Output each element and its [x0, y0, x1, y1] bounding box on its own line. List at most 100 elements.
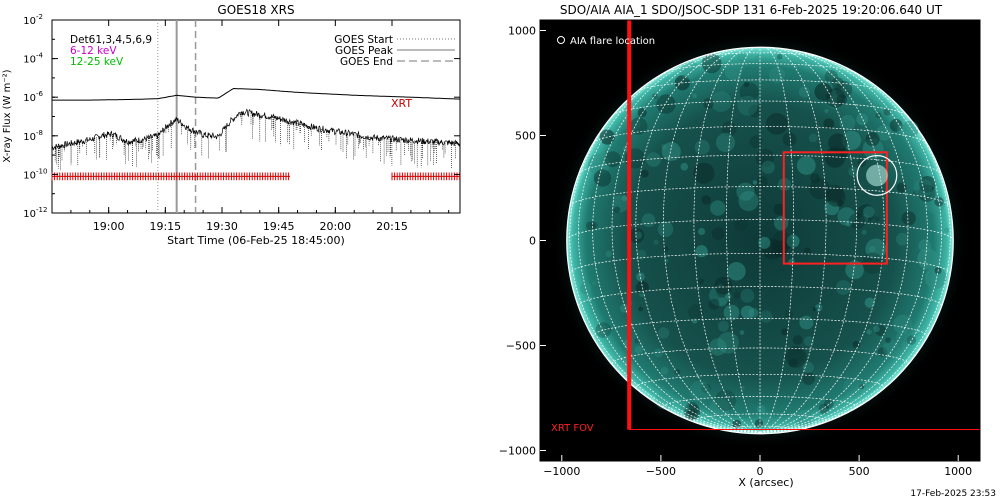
solar-texture: [634, 345, 643, 354]
solar-texture: [711, 227, 725, 241]
solar-texture: [680, 403, 690, 413]
solar-texture: [823, 118, 835, 129]
solar-texture: [680, 162, 689, 171]
solar-texture: [703, 98, 714, 109]
solar-texture: [839, 115, 856, 131]
goes-x-tick-label: 19:30: [206, 220, 238, 233]
solar-texture: [637, 108, 647, 118]
legend-goes-start: GOES Start: [334, 34, 393, 46]
solar-texture: [733, 291, 742, 299]
solar-texture: [634, 338, 640, 344]
solar-texture: [754, 419, 764, 428]
solar-texture: [857, 204, 875, 222]
solar-texture: [818, 403, 830, 415]
goes-x-tick-label: 19:15: [149, 220, 181, 233]
solar-texture: [824, 147, 845, 168]
goes-series-line-1: [51, 108, 461, 151]
solar-texture: [825, 88, 846, 108]
solar-texture: [597, 160, 605, 169]
solar-texture: [836, 199, 844, 207]
solar-texture: [885, 337, 891, 344]
solar-texture: [756, 176, 768, 188]
aia-y-tick-label: −500: [506, 340, 536, 353]
solar-texture: [882, 340, 900, 358]
xrt-annotation: XRT: [391, 97, 412, 110]
solar-texture: [595, 322, 612, 338]
solar-texture: [809, 178, 830, 200]
longitude-line: [635, 48, 761, 433]
solar-texture: [636, 272, 645, 282]
longitude-line: [726, 47, 761, 433]
solar-texture: [717, 332, 739, 354]
solar-texture: [802, 361, 814, 374]
solar-texture: [912, 190, 919, 196]
goes-y-tick-exponent: -10: [36, 167, 47, 175]
solar-texture: [605, 250, 612, 258]
solar-texture: [782, 132, 797, 147]
solar-texture: [738, 191, 759, 212]
aia-y-tick-label: −1000: [499, 445, 536, 458]
solar-texture: [835, 280, 851, 295]
goes-axes: 19:00 19:15 19:30 19:45 20:00 20:1510-210-410…: [23, 13, 460, 233]
solar-texture: [593, 169, 612, 187]
solar-texture: [828, 133, 848, 153]
solar-texture: [756, 405, 766, 414]
longitude-line: [759, 47, 794, 433]
solar-texture: [826, 187, 846, 207]
solar-texture: [861, 229, 867, 235]
solar-texture: [714, 389, 737, 411]
longitude-line: [759, 47, 857, 433]
solar-texture: [653, 239, 659, 245]
solar-texture: [658, 327, 670, 339]
solar-texture: [809, 133, 818, 143]
solar-texture: [717, 297, 727, 307]
solar-texture: [752, 180, 758, 185]
solar-texture: [868, 245, 876, 253]
goes-x-tick-label: 20:15: [376, 220, 408, 233]
solar-texture: [736, 182, 755, 201]
solar-texture: [660, 366, 669, 375]
solar-texture: [785, 346, 807, 368]
solar-texture: [856, 113, 869, 126]
solar-texture: [824, 108, 829, 114]
solar-texture: [934, 197, 944, 207]
solar-texture: [656, 94, 676, 114]
solar-texture: [591, 280, 597, 286]
solar-texture: [784, 309, 794, 319]
longitude-line: [578, 55, 761, 433]
goes-y-axis-label: X-ray Flux (W m⁻²): [2, 69, 13, 162]
solar-texture: [862, 138, 884, 160]
solar-texture: [876, 125, 892, 141]
solar-texture: [842, 378, 863, 399]
solar-texture: [865, 132, 880, 147]
solar-texture: [796, 156, 816, 175]
goes-x-tick-label: 20:00: [319, 220, 351, 233]
solar-texture: [795, 409, 813, 427]
goes-y-tick-exponent: -4: [36, 52, 44, 60]
solar-texture: [670, 388, 676, 393]
solar-texture: [873, 325, 880, 333]
goes-y-tick-label: 10: [23, 170, 36, 181]
solar-texture: [628, 227, 645, 244]
solar-texture: [588, 153, 610, 175]
solar-texture: [803, 336, 815, 347]
longitude-line: [611, 48, 761, 433]
solar-texture: [732, 419, 742, 429]
solar-texture: [824, 200, 840, 216]
solar-texture: [769, 66, 785, 83]
footer-timestamp: 17-Feb-2025 23:53: [910, 489, 996, 499]
solar-texture: [944, 227, 950, 233]
solar-texture: [771, 231, 793, 253]
solar-texture: [734, 217, 749, 232]
solar-texture: [613, 206, 621, 213]
solar-texture: [679, 60, 700, 80]
solar-texture: [925, 194, 946, 214]
solar-texture: [586, 221, 596, 231]
solar-texture: [824, 70, 838, 84]
solar-texture: [604, 151, 621, 168]
solar-texture: [860, 214, 869, 223]
solar-texture: [640, 169, 649, 178]
solar-limb: [566, 46, 954, 435]
goes-series-line-0: [52, 87, 461, 101]
